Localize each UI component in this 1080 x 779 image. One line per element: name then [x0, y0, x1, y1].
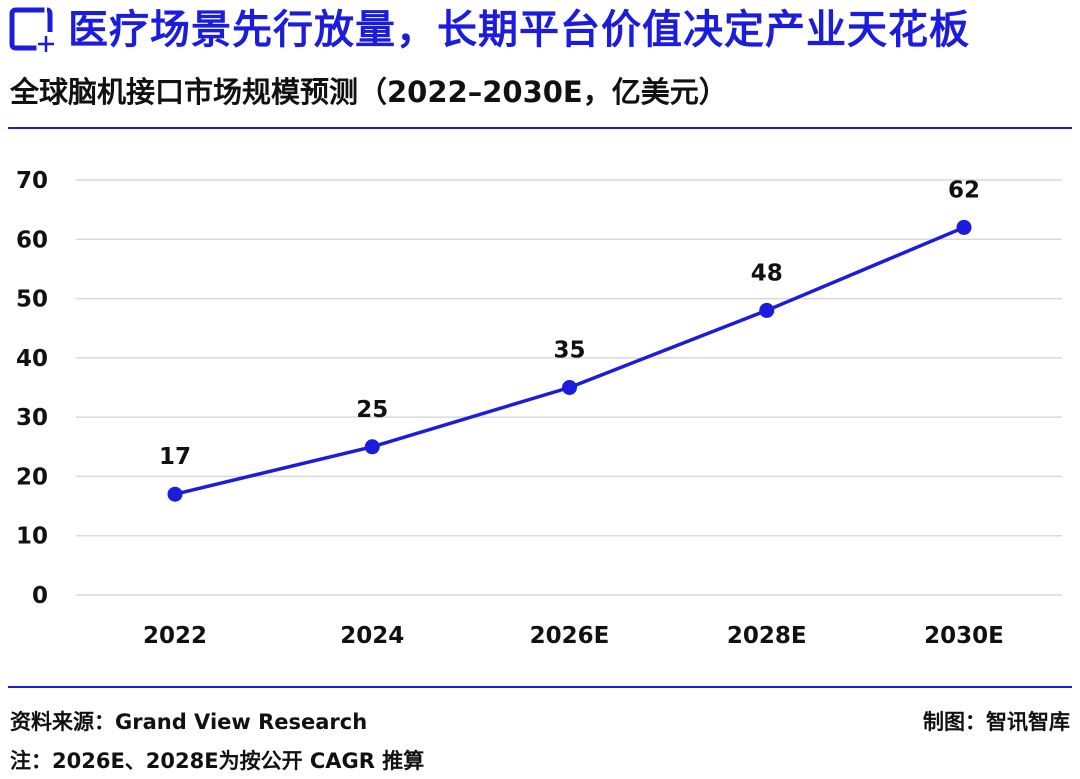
y-tick-label: 10	[16, 524, 48, 550]
data-label: 35	[553, 338, 585, 364]
data-label: 17	[159, 444, 191, 470]
x-tick-label: 2028E	[727, 623, 807, 649]
source-note: 资料来源：Grand View Research	[10, 710, 368, 734]
page-title: 医疗场景先行放量，长期平台价值决定产业天花板	[68, 7, 970, 53]
y-tick-label: 30	[16, 405, 48, 431]
y-tick-label: 50	[16, 287, 48, 313]
x-tick-label: 2022	[143, 623, 207, 649]
top-divider	[8, 127, 1072, 129]
y-tick-label: 70	[16, 168, 48, 194]
footnote: 注：2026E、2028E为按公开 CAGR 推算	[10, 749, 425, 773]
x-tick-label: 2024	[340, 623, 404, 649]
chart-subtitle: 全球脑机接口市场规模预测（2022–2030E，亿美元）	[10, 75, 728, 109]
data-label: 25	[356, 397, 388, 423]
y-tick-label: 20	[16, 464, 48, 490]
y-tick-label: 0	[32, 583, 48, 609]
series-line	[167, 219, 972, 502]
y-axis-ticks: 0 10 20 30 40 50 60 70	[16, 168, 48, 609]
grid-lines	[76, 179, 1062, 596]
data-label: 48	[751, 260, 783, 286]
chart-credit: 制图：智讯智库	[923, 710, 1070, 734]
data-point	[364, 439, 380, 455]
x-tick-label: 2030E	[924, 623, 1004, 649]
data-point	[167, 486, 183, 502]
data-point	[956, 219, 972, 235]
x-axis-ticks: 2022 2024 2026E 2028E 2030E	[143, 623, 1004, 649]
data-point	[562, 380, 577, 395]
x-tick-label: 2026E	[530, 623, 610, 649]
bottom-divider	[8, 686, 1072, 688]
data-point	[759, 302, 775, 318]
data-labels: 17 25 35 48 62	[159, 177, 980, 470]
data-label: 62	[948, 177, 980, 203]
y-tick-label: 40	[16, 346, 48, 372]
plus-box-icon	[9, 7, 54, 52]
y-tick-label: 60	[16, 227, 48, 253]
